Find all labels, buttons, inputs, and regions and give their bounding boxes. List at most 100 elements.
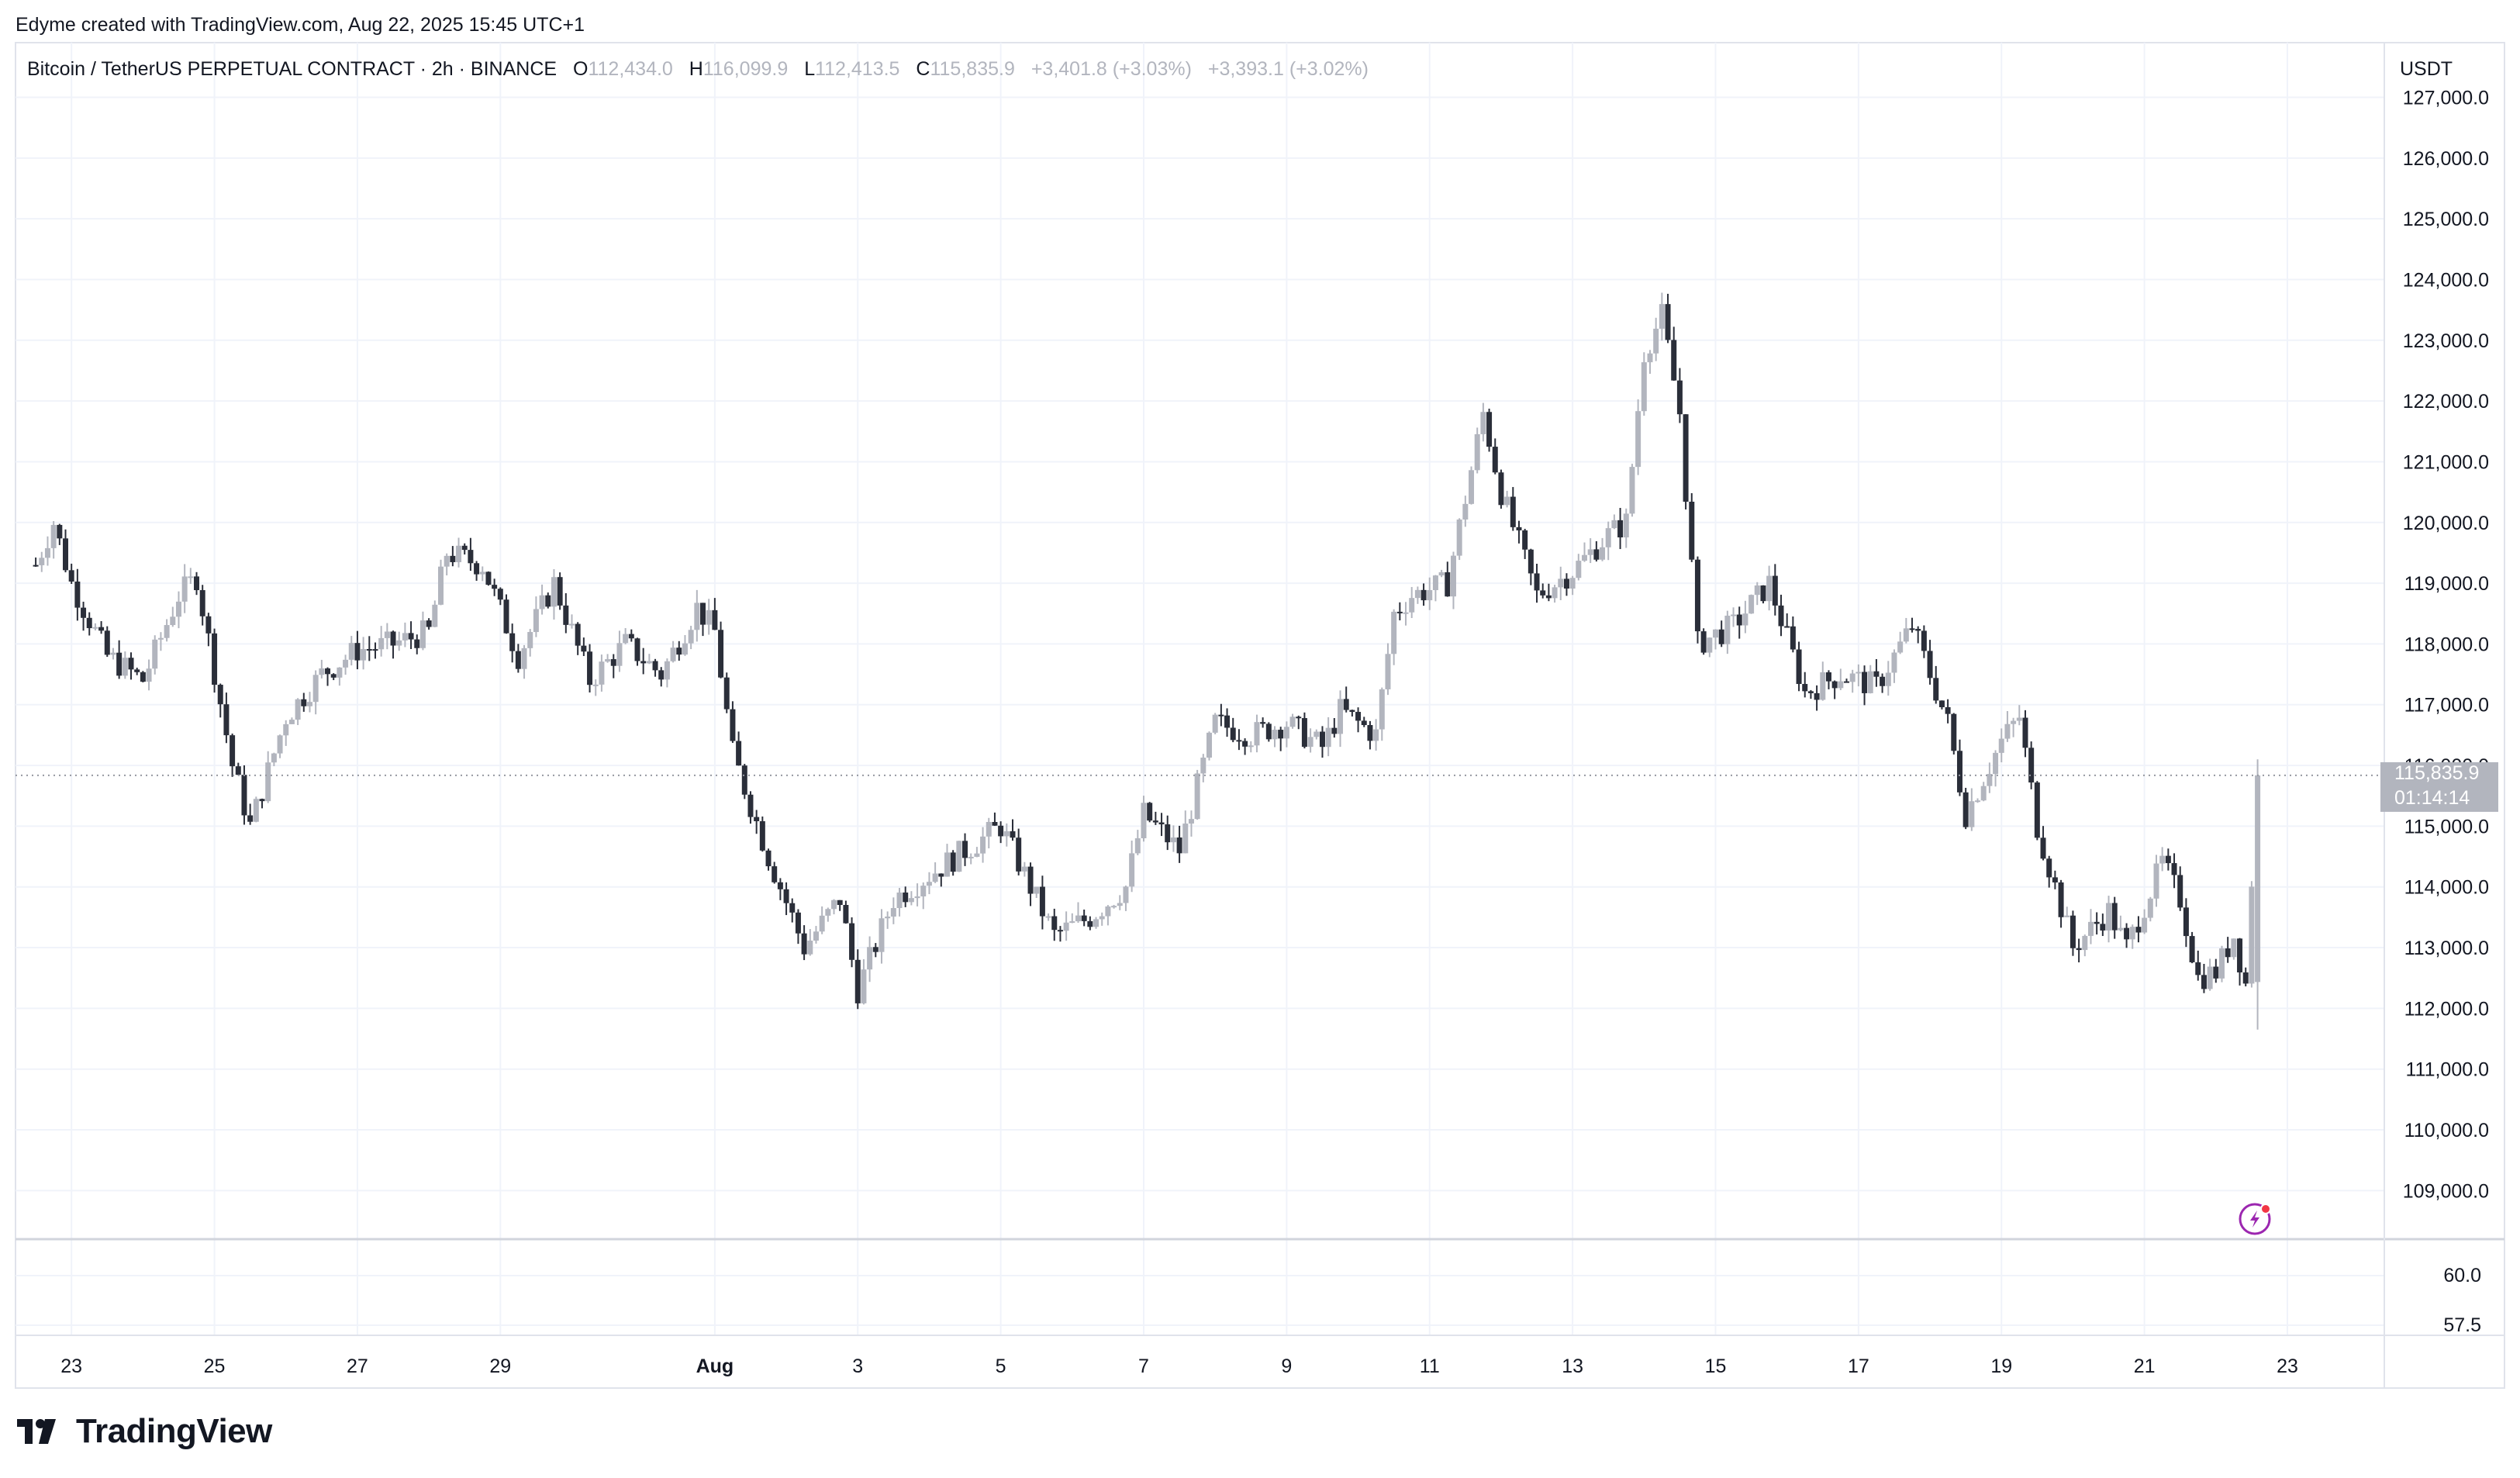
candle-body <box>384 631 390 638</box>
candle-body <box>2046 858 2052 878</box>
candle-body <box>723 677 730 710</box>
candle-body <box>1492 447 1498 473</box>
candle-body <box>1355 712 1362 721</box>
time-tick-label: 9 <box>1281 1355 1292 1377</box>
price-tick-label: 124,000.0 <box>2403 269 2489 291</box>
candle-body <box>247 815 254 822</box>
candle-body <box>1945 706 1951 714</box>
candle-body <box>1718 629 1724 644</box>
candle-body <box>903 892 909 903</box>
candle-body <box>1885 672 1891 686</box>
candle-body <box>122 658 128 676</box>
candle-body <box>426 620 432 627</box>
candle-body <box>283 723 289 736</box>
candle-body <box>1623 513 1629 538</box>
time-axis[interactable]: 23 25 27 29 Aug 3 5 7 9 11 13 15 17 19 21 23 <box>60 1355 2298 1377</box>
candle-body <box>1016 837 1022 872</box>
candle-body <box>1158 822 1165 825</box>
candle-body <box>2153 863 2159 899</box>
candle-body <box>181 576 188 602</box>
candle-body <box>938 873 944 877</box>
candle-body <box>2183 907 2189 937</box>
candle-body <box>63 538 69 571</box>
candle-body <box>2177 875 2183 908</box>
candle-body <box>157 637 164 640</box>
time-tick-label: 23 <box>60 1355 82 1377</box>
candle-body <box>1903 628 1909 642</box>
candle-body <box>1635 411 1641 468</box>
lightning-icon[interactable] <box>2239 1203 2271 1235</box>
candle-body <box>694 603 700 630</box>
time-tick-label: 23 <box>2277 1355 2298 1377</box>
tradingview-logo[interactable]: TradingView <box>17 1410 272 1453</box>
candle-body <box>795 912 801 934</box>
candle-body <box>1075 915 1081 922</box>
candle-body <box>908 898 914 903</box>
price-tick-label: 117,000.0 <box>2404 695 2489 717</box>
candle-body <box>1170 837 1176 843</box>
candle-body <box>1069 921 1075 924</box>
candle-body <box>468 550 474 564</box>
candle-body <box>1480 412 1486 434</box>
candle-body <box>730 709 736 741</box>
candle-body <box>515 651 521 669</box>
candle-body <box>1849 673 1855 682</box>
price-axis[interactable]: 109,000.0 110,000.0 111,000.0 112,000.0 113,… <box>2403 87 2489 1202</box>
candle-body <box>1063 922 1069 931</box>
candle-body <box>1200 757 1206 774</box>
candle-body <box>825 909 831 916</box>
candle-body <box>1051 916 1058 931</box>
candle-body <box>1141 803 1147 839</box>
candle-body <box>348 643 354 660</box>
candle-body <box>259 799 265 802</box>
candle-body <box>1301 718 1307 748</box>
tradingview-logo-icon <box>17 1419 56 1444</box>
candle-body <box>718 630 724 678</box>
candle-body <box>1093 919 1099 927</box>
candle-body <box>1933 678 1939 701</box>
candle-body <box>223 704 230 736</box>
candle-body <box>879 918 885 952</box>
candle-body <box>1260 722 1266 724</box>
price-tick-label: 123,000.0 <box>2403 330 2489 352</box>
candle-body <box>1379 689 1385 730</box>
price-tick-label: 126,000.0 <box>2403 148 2489 170</box>
candle-body <box>1445 572 1451 597</box>
candle-body <box>372 649 378 651</box>
candle-body <box>1206 732 1213 758</box>
candle-body <box>2070 915 2076 948</box>
price-tick-label: 127,000.0 <box>2403 87 2489 109</box>
candle-body <box>950 852 956 872</box>
candle-body <box>980 836 986 854</box>
candle-body <box>1909 628 1915 630</box>
candle-body <box>306 702 312 706</box>
currency-button[interactable]: USDT <box>2390 48 2498 87</box>
candle-body <box>74 581 81 608</box>
candle-body <box>319 668 325 675</box>
candle-body <box>1707 637 1713 653</box>
price-tick-label: 121,000.0 <box>2403 451 2489 473</box>
price-tick-label: 111,000.0 <box>2405 1059 2489 1081</box>
candle-body <box>1450 555 1456 597</box>
candle-body <box>1980 786 1987 801</box>
candle-body <box>1552 587 1558 599</box>
candle-body <box>1605 528 1611 547</box>
candle-body <box>402 633 408 641</box>
candle-body <box>837 900 843 906</box>
candle-body <box>170 616 176 626</box>
brand-name: TradingView <box>76 1412 272 1450</box>
candle-body <box>623 634 629 644</box>
candle-body <box>146 668 152 682</box>
candle-body <box>1176 837 1182 854</box>
price-tick-label: 114,000.0 <box>2404 877 2489 899</box>
candle-body <box>461 545 468 551</box>
candle-body <box>98 627 105 631</box>
candle-body <box>777 882 783 889</box>
candle-body <box>1694 559 1700 632</box>
candle-body <box>539 595 545 610</box>
candle-body <box>521 647 527 669</box>
candle-body <box>1134 838 1141 854</box>
candle-body <box>2052 877 2058 882</box>
candle-body <box>1641 362 1647 412</box>
